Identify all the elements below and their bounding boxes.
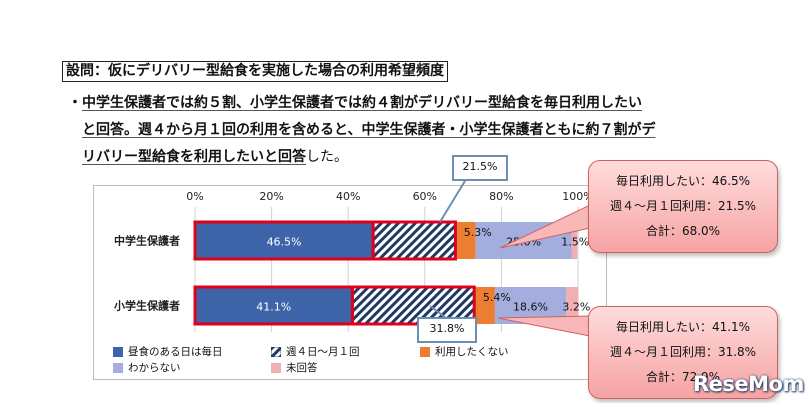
summary-line-3-text: リバリー型給食を利用したいと回答 [82,149,306,165]
lower-callout-tail [497,315,591,337]
lower-percentage-box: 31.8% [417,317,477,343]
legend-label-daily: 昼食のある日は毎日 [128,346,223,358]
bar-segment [474,287,495,324]
upper-percentage-box: 21.5% [452,155,508,181]
lower-callout-line-1: 毎日利用したい：41.1% [615,320,751,334]
legend-item-no-answer: 未回答 [271,360,318,375]
lower-callout-line-3: 合計：72.9% [645,370,721,384]
legend-label-weekly-monthly: 週４日～月１回 [286,346,360,358]
upper-callout: 毎日利用したい：46.5% 週４～月１回利用：21.5% 合計：68.0% [588,160,778,253]
legend-swatch-unknown [113,362,123,373]
legend-label-unknown: わからない [128,362,181,374]
summary-line-2-text: と回答。週４から月１回の利用を含めると、中学生保護者・小学生保護者ともに約７割が… [82,122,656,138]
chart-frame [93,185,607,380]
bar-segment [455,222,476,259]
summary-line-1-text: 中学生保護者では約５割、小学生保護者では約４割がデリバリー型給食を毎日利用したい [82,95,642,111]
legend-item-daily: 昼食のある日は毎日 [113,344,223,359]
upper-callout-line-3: 合計：68.0% [645,224,721,238]
bullet-mark: ・ [68,95,82,111]
summary-line-3: リバリー型給食を利用したいと回答した。 [68,144,748,171]
x-tick-label: 60% [413,190,437,203]
data-label: 41.1% [256,301,291,314]
legend-swatch-not-use [420,346,430,357]
legend-label-no-answer: 未回答 [286,362,318,374]
lower-callout: 毎日利用したい：41.1% 週４～月１回利用：31.8% 合計：72.9% [588,306,778,399]
data-label: 3.2% [562,301,590,314]
x-tick-label: 100% [562,190,593,203]
lower-box-connector [429,305,446,318]
data-label: 18.6% [513,301,548,314]
x-tick-label: 20% [259,190,283,203]
data-label: 1.5% [561,236,589,249]
x-tick-label: 40% [336,190,360,203]
legend-item-weekly-monthly: 週４日～月１回 [271,344,360,359]
data-label: 5.3% [464,226,492,239]
legend-swatch-no-answer [271,362,281,373]
highlight-box-weekly [371,220,457,261]
summary-line-1: ・中学生保護者では約５割、小学生保護者では約４割がデリバリー型給食を毎日利用した… [68,90,748,117]
summary-line-2: と回答。週４から月１回の利用を含めると、中学生保護者・小学生保護者ともに約７割が… [68,117,748,144]
legend-swatch-weekly-monthly [271,346,281,357]
legend-swatch-daily [113,346,123,357]
resemom-logo: ReseMom [693,372,804,396]
legend-label-not-use: 利用したくない [435,346,509,358]
summary-line-3-tail: した。 [306,149,348,165]
category-label: 中学生保護者 [114,234,180,248]
upper-callout-line-1: 毎日利用したい：46.5% [615,174,751,188]
legend-item-not-use: 利用したくない [420,344,509,359]
summary-text: ・中学生保護者では約５割、小学生保護者では約４割がデリバリー型給食を毎日利用した… [68,90,748,171]
bar-segment [195,287,353,324]
x-tick-label: 0% [186,190,203,203]
x-tick-label: 80% [489,190,513,203]
question-title: 設問：仮にデリバリー型給食を実施した場合の利用希望頻度 [62,61,448,82]
legend-item-unknown: わからない [113,360,181,375]
upper-callout-line-2: 週４～月１回利用：21.5% [609,199,757,213]
upper-box-connector [439,175,469,223]
category-label: 小学生保護者 [113,299,180,313]
bar-segment [571,222,578,259]
bar-segment [195,222,374,259]
data-label: 5.4% [483,291,511,304]
lower-callout-line-2: 週４～月１回利用：31.8% [609,345,757,359]
bar-segment [373,222,456,259]
data-label: 46.5% [267,236,302,249]
highlight-box-weekly [350,285,476,326]
bar-segment [566,287,579,324]
